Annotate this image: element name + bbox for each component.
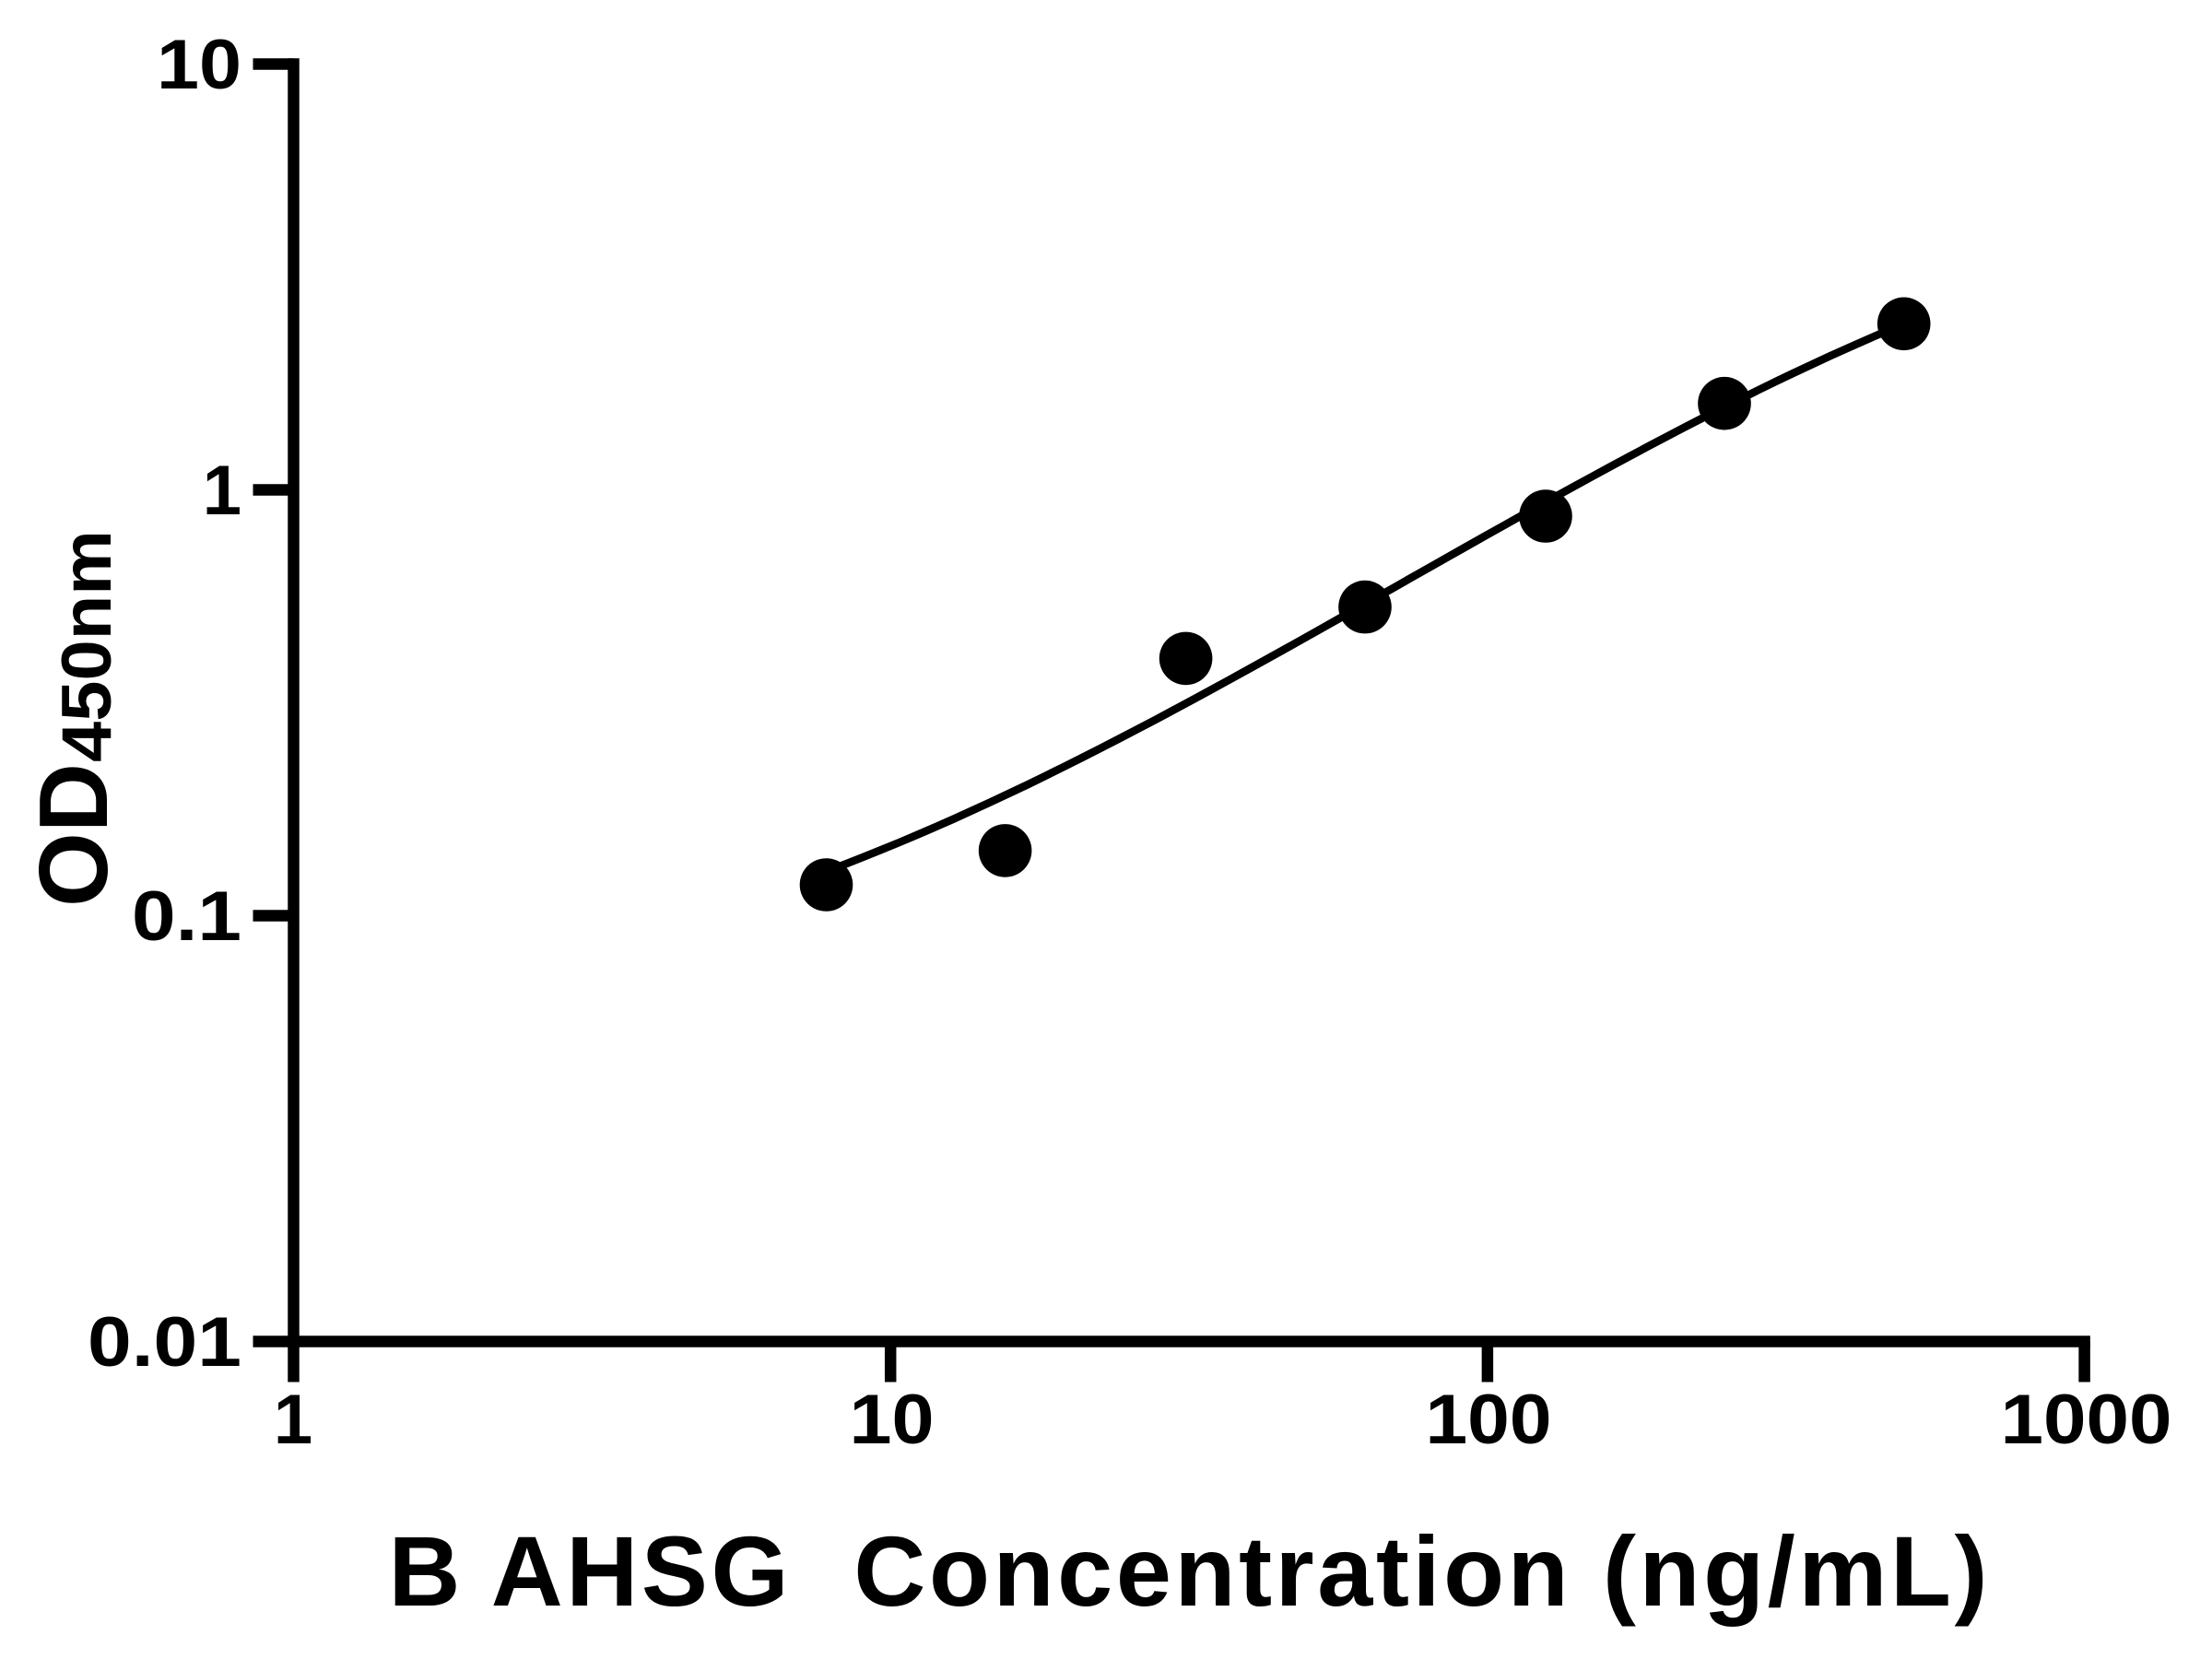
svg-text:B AHSG Concentration (ng/mL): B AHSG Concentration (ng/mL) bbox=[389, 1515, 1988, 1627]
svg-text:1: 1 bbox=[274, 1381, 312, 1459]
svg-text:450nm: 450nm bbox=[48, 530, 126, 762]
svg-text:1000: 1000 bbox=[2001, 1381, 2172, 1459]
svg-text:10: 10 bbox=[157, 26, 241, 104]
svg-text:OD: OD bbox=[19, 763, 128, 907]
svg-text:10: 10 bbox=[850, 1381, 935, 1459]
svg-text:1: 1 bbox=[203, 452, 241, 530]
svg-text:0.1: 0.1 bbox=[132, 877, 241, 956]
svg-text:0.01: 0.01 bbox=[88, 1303, 241, 1382]
svg-text:100: 100 bbox=[1426, 1381, 1552, 1459]
